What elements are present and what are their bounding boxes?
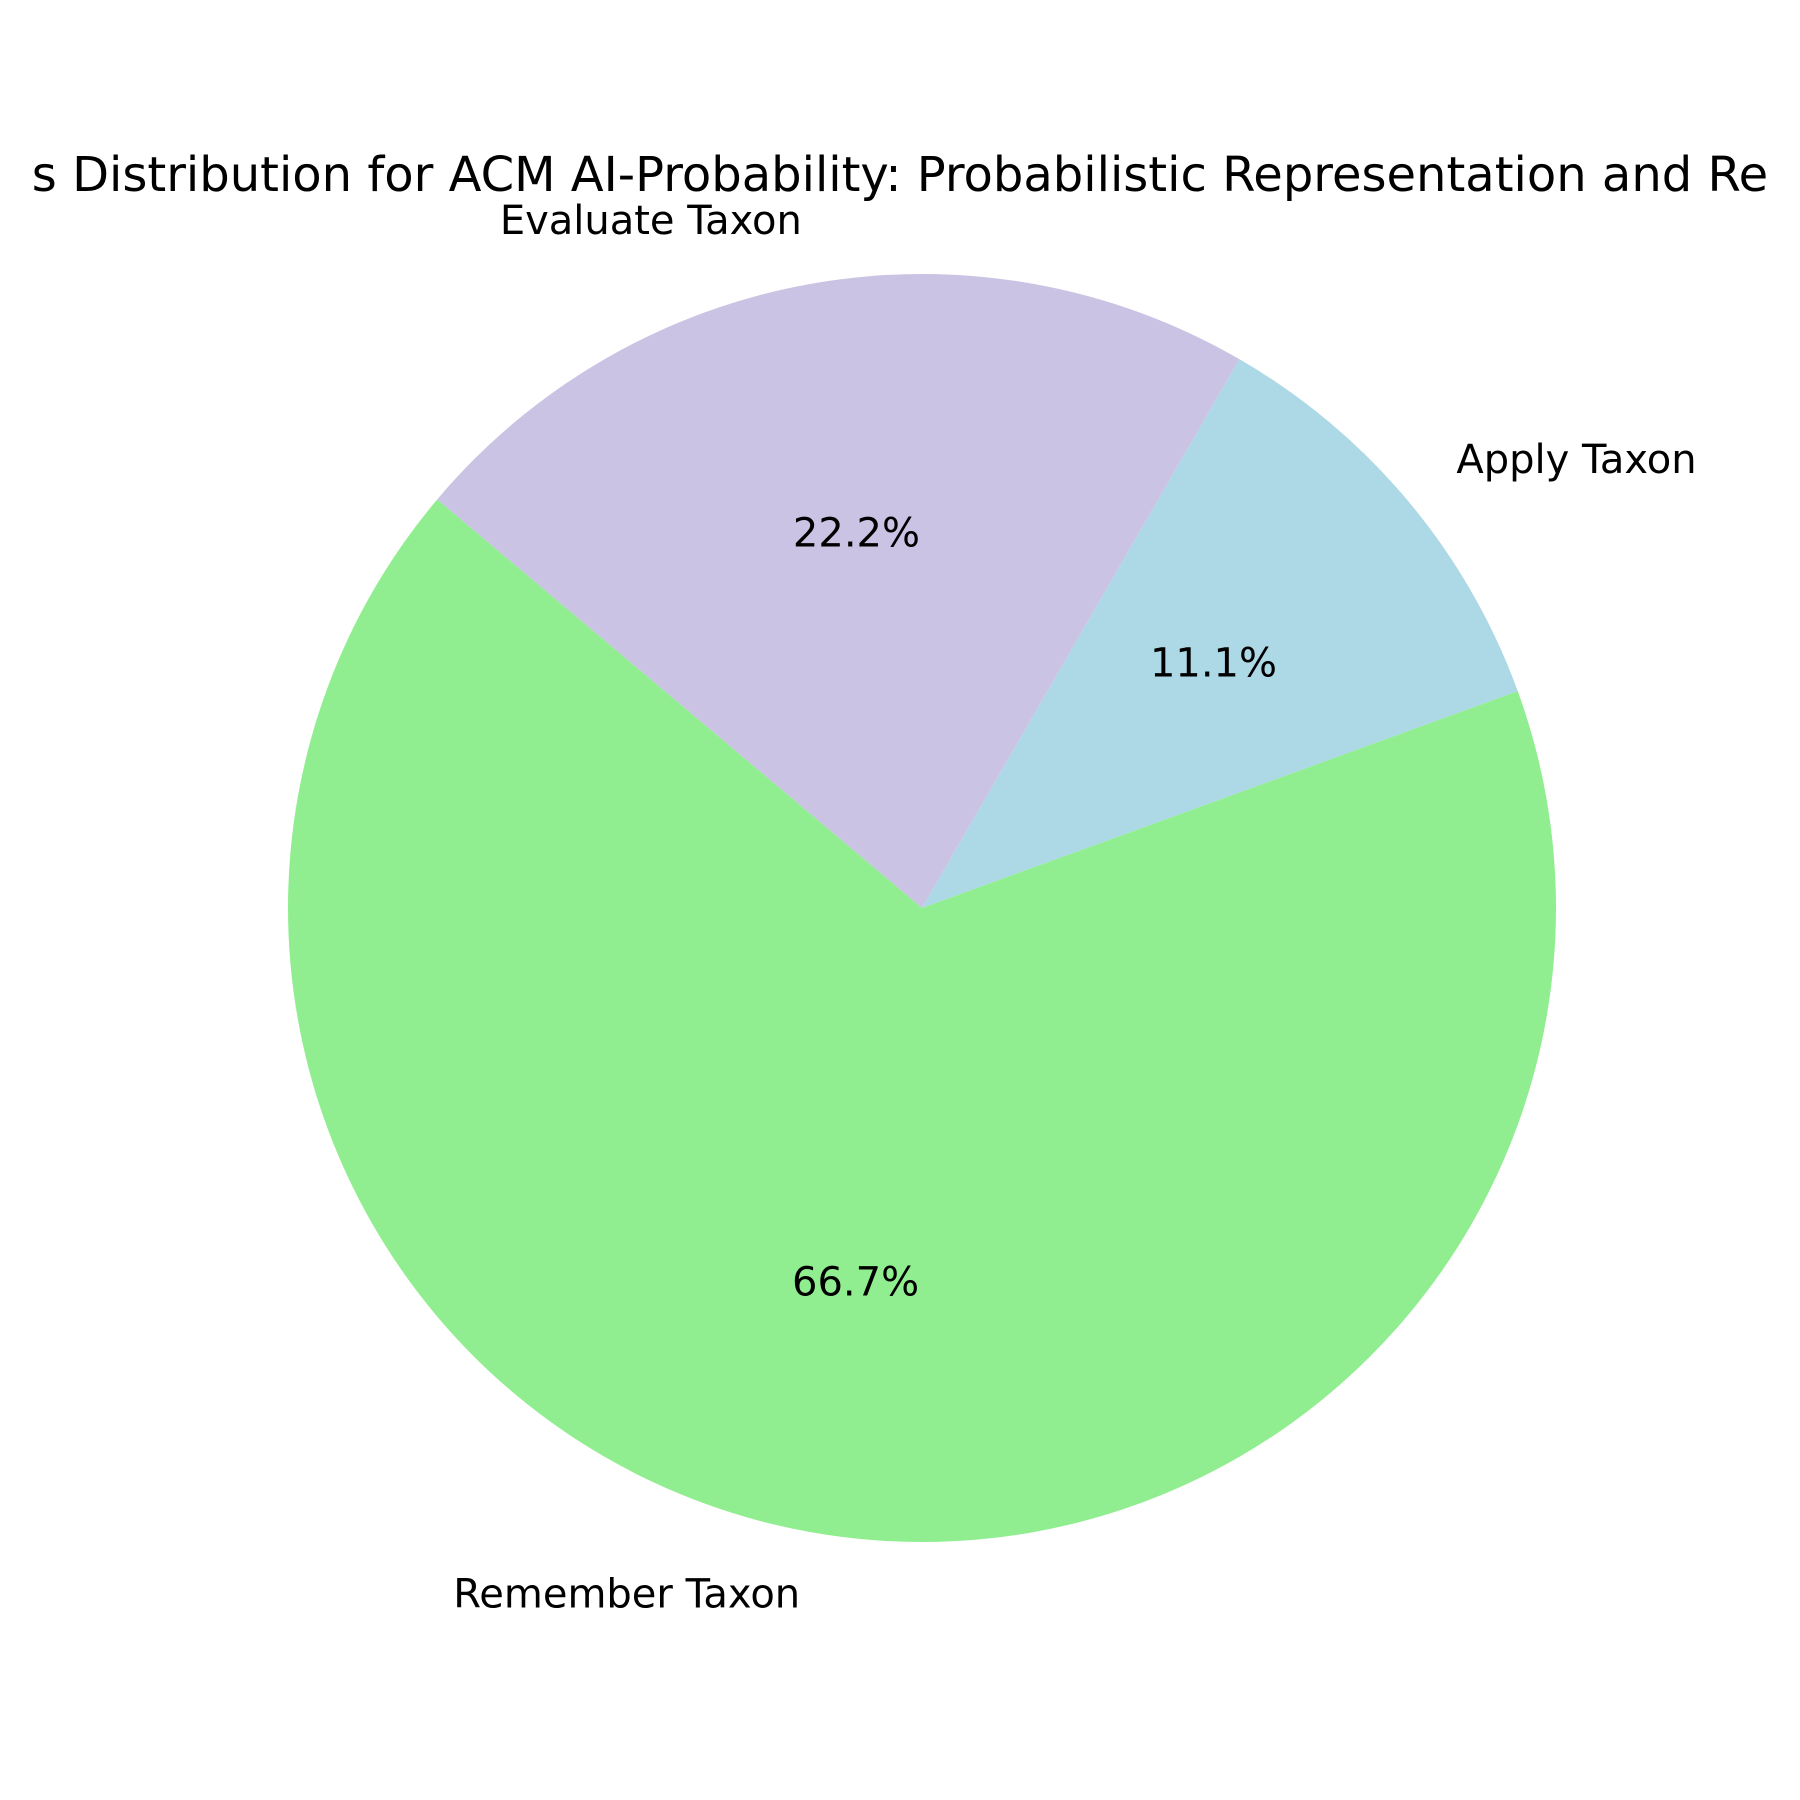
slice-label-remember-taxon: Remember Taxon bbox=[453, 1572, 800, 1618]
pie-slice-apply-taxon bbox=[922, 359, 1518, 908]
percent-label-remember-taxon: 66.7% bbox=[792, 1260, 919, 1306]
percent-label-apply-taxon: 11.1% bbox=[1150, 641, 1277, 687]
percent-label-evaluate-taxon: 22.2% bbox=[793, 510, 920, 556]
pie-slice-remember-taxon bbox=[288, 499, 1557, 1543]
chart-title: s Distribution for ACM AI-Probability: P… bbox=[32, 147, 1768, 203]
slice-label-evaluate-taxon: Evaluate Taxon bbox=[500, 198, 802, 244]
slice-label-apply-taxon: Apply Taxon bbox=[1456, 437, 1696, 483]
pie-slice-evaluate-taxon bbox=[437, 274, 1240, 908]
pie-labels: Apply Taxon 11.1% Evaluate Taxon 22.2% Remem… bbox=[453, 198, 1696, 1618]
pie-slices bbox=[288, 274, 1557, 1543]
